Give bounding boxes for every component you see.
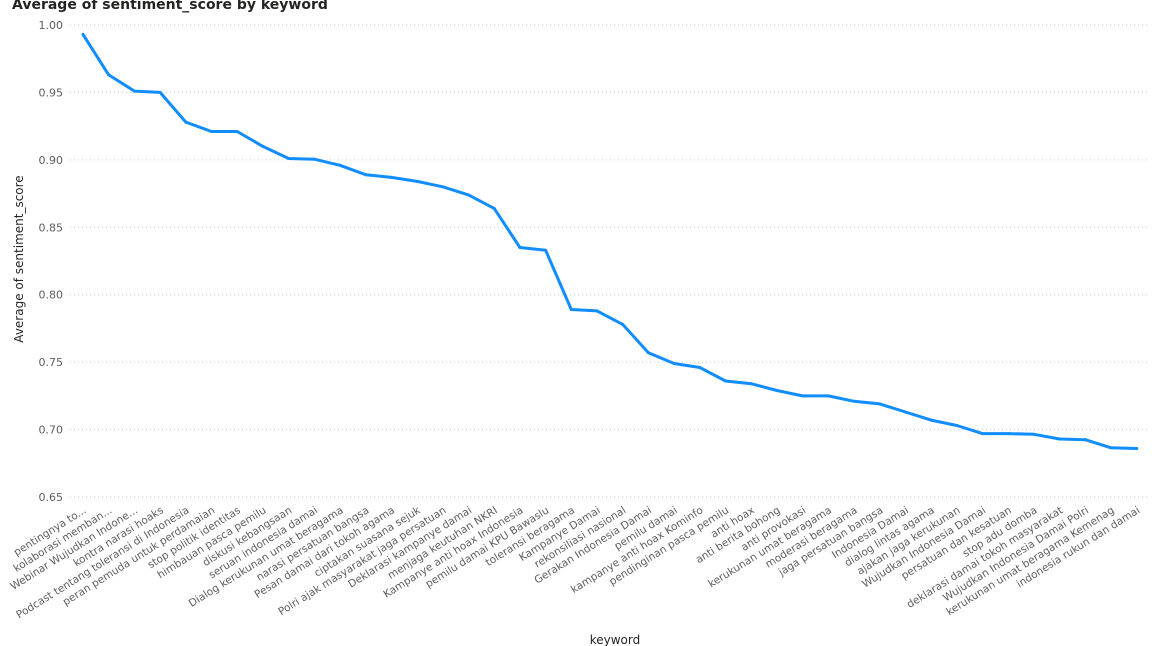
data-point[interactable] xyxy=(158,90,162,94)
data-point[interactable] xyxy=(1032,432,1036,436)
data-point[interactable] xyxy=(903,410,907,414)
data-point[interactable] xyxy=(878,402,882,406)
data-point[interactable] xyxy=(235,130,239,134)
gridlines xyxy=(70,24,1150,498)
data-point[interactable] xyxy=(826,394,830,398)
data-point[interactable] xyxy=(1109,446,1113,450)
data-point[interactable] xyxy=(492,206,496,210)
data-point[interactable] xyxy=(569,308,573,312)
series-layer xyxy=(81,32,1139,450)
data-point[interactable] xyxy=(955,424,959,428)
data-point[interactable] xyxy=(595,309,599,313)
data-point[interactable] xyxy=(107,73,111,77)
series-line[interactable] xyxy=(81,32,1139,450)
data-point[interactable] xyxy=(389,175,393,179)
data-point[interactable] xyxy=(210,130,213,134)
y-tick-label: 0.95 xyxy=(39,86,64,99)
y-tick-label: 0.85 xyxy=(39,221,64,234)
data-point[interactable] xyxy=(1058,437,1062,441)
data-point[interactable] xyxy=(698,366,702,370)
y-axis-title: Average of sentiment_score xyxy=(12,175,26,342)
data-point[interactable] xyxy=(261,144,265,148)
data-point[interactable] xyxy=(852,399,856,403)
data-point[interactable] xyxy=(775,388,779,392)
y-axis-ticks: 1.00 0.95 0.90 0.85 0.80 0.75 0.70 0.65 xyxy=(39,19,64,504)
y-tick-label: 0.90 xyxy=(39,154,64,167)
data-point[interactable] xyxy=(415,179,419,183)
data-point[interactable] xyxy=(749,382,753,386)
x-axis-title: keyword xyxy=(590,633,641,646)
data-point[interactable] xyxy=(184,120,188,124)
x-axis-ticks: pentingnya to...kolaborasi memban...Webi… xyxy=(8,504,1142,621)
data-point[interactable] xyxy=(1006,432,1010,436)
chart-title: Average of sentiment_score by keyword xyxy=(12,0,328,13)
data-point[interactable] xyxy=(1083,438,1087,442)
data-point[interactable] xyxy=(441,185,445,189)
y-tick-label: 0.80 xyxy=(39,289,64,302)
data-point[interactable] xyxy=(132,89,136,93)
data-point[interactable] xyxy=(801,394,805,398)
y-tick-label: 1.00 xyxy=(39,19,64,32)
data-point[interactable] xyxy=(672,361,676,365)
data-point[interactable] xyxy=(312,157,316,161)
data-point[interactable] xyxy=(724,379,727,383)
data-point[interactable] xyxy=(518,246,522,250)
data-point[interactable] xyxy=(81,32,85,36)
data-point[interactable] xyxy=(467,193,470,197)
data-point[interactable] xyxy=(621,322,625,326)
data-point[interactable] xyxy=(929,418,933,422)
y-tick-label: 0.65 xyxy=(39,491,64,504)
y-tick-label: 0.75 xyxy=(39,356,64,369)
y-tick-label: 0.70 xyxy=(39,424,64,437)
data-point[interactable] xyxy=(287,157,291,161)
data-point[interactable] xyxy=(364,173,368,177)
data-point[interactable] xyxy=(544,248,548,252)
data-point[interactable] xyxy=(338,163,342,167)
data-point[interactable] xyxy=(1135,446,1139,450)
data-point[interactable] xyxy=(646,351,650,355)
data-point[interactable] xyxy=(981,432,984,436)
